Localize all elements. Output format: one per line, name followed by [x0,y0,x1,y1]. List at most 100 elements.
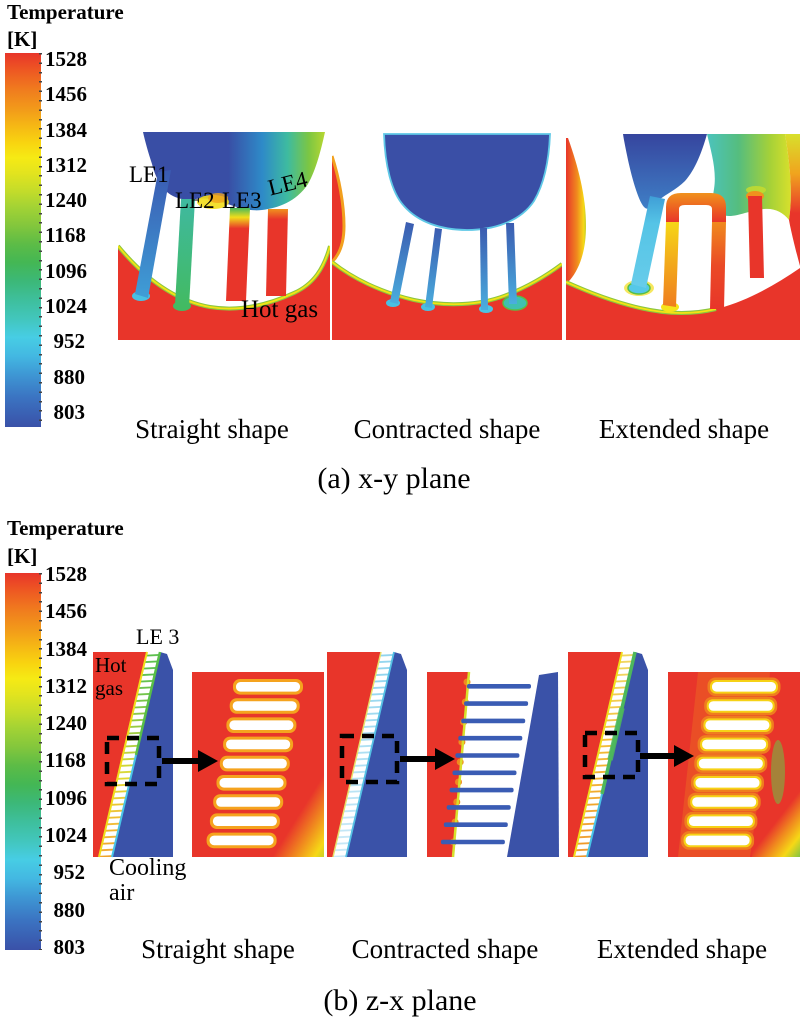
colorbar-title: Temperature [7,516,124,540]
caption-panel-a: (a) x-y plane [317,462,471,495]
colorbar-gradient [5,573,42,950]
contour-extended-xy [566,134,800,340]
caption-straight-a: Straight shape [135,414,289,444]
label-cooling-air: Cooling air [109,855,187,906]
tick-label: 1528 [45,562,87,586]
tick-label: 1168 [45,748,86,773]
detail-plot-straight [192,672,324,857]
band-hot-fringe [98,651,148,858]
roi-dashed-box [104,735,162,787]
band-hot-fringe [332,651,382,858]
tick-label: 803 [53,934,86,959]
detail-plot-extended [668,672,800,857]
caption-panel-b: (b) z-x plane [323,984,477,1017]
hot-gas-side [568,652,622,857]
hot-gas-side [327,652,381,857]
detail-cool-wedge [507,672,559,857]
gas-fringe-inner [332,261,562,306]
louver-slats [99,652,160,857]
tick-label: 880 [53,364,86,389]
gas-fringe-inner [566,281,717,314]
contour-extended-zx [568,651,800,858]
dome-region [143,132,325,211]
hot-arch [666,193,726,222]
colorbar-title: Temperature [7,0,124,24]
band-cold-fringe-cyan [111,754,137,858]
leg-4 [748,196,764,278]
hot-gas-side [93,652,147,857]
cooling-air-side [587,652,648,857]
small-plot-straight [93,651,173,858]
tick-label: 1168 [45,223,86,248]
zoom-arrow [400,748,455,770]
detail-slots [206,679,303,849]
leg-le2 [175,199,195,307]
small-plot-extended [568,651,648,858]
hot-gas-region [332,262,562,340]
leg-2 [663,222,679,307]
left-hot-sliver [332,156,344,262]
tick-label: 1456 [45,82,87,107]
detail-slots [681,677,781,850]
leg-2 [425,228,442,308]
mixing-flow-region [707,134,791,220]
tick-label: 1456 [45,599,87,624]
tick-label: 880 [53,897,86,922]
cool-core-region [623,134,707,209]
tick-label: 1312 [45,673,87,698]
tick-label: 1024 [45,294,87,319]
label-le3-b: LE 3 [136,624,180,649]
band-hot-fringe [573,651,623,858]
zoom-arrow [162,750,218,772]
left-hot-sliver [566,138,586,284]
tick-label: 952 [53,860,86,885]
label-le2: LE2 [175,188,215,213]
leg-3 [480,228,488,310]
label-hot-gas-b: Hot gas [95,653,127,700]
label-hot-gas-a: Hot gas [241,296,319,323]
leg-le1 [135,170,171,298]
hot-gas-region [118,246,330,340]
label-le1: LE1 [129,162,169,187]
caption-straight-b: Straight shape [141,934,295,964]
detail-louver-bars [440,684,531,845]
cooling-air-side [112,652,173,857]
leg-le4 [266,209,288,296]
leg-3 [710,222,726,309]
leg-le3 [226,208,250,301]
colorbar-ticks: 1528 1456 1384 1312 1240 1168 1096 1024 … [45,562,87,959]
hot-gas-region [566,268,800,340]
leg-4 [506,223,517,304]
colorbar-unit: [K] [7,544,38,568]
contour-straight-xy [118,132,330,340]
contour-straight-zx [93,651,324,858]
tick-label: 952 [53,329,86,354]
colorbar-b: Temperature [K] 1528 1456 1384 1312 1240… [5,516,124,966]
right-hot-band [785,134,800,266]
detail-plot-contracted [427,671,559,858]
roi-dashed-box [339,733,400,785]
louver-slats [574,652,635,857]
tick-label: 1240 [45,711,87,736]
contour-contracted-zx [327,651,559,858]
caption-extended-a: Extended shape [598,414,770,444]
detail-green-bulge [771,740,785,804]
colorbar-gradient [5,53,42,427]
tick-label: 803 [53,399,86,424]
louver-slats [333,652,394,857]
detail-hot-strip [427,672,469,857]
band-cold-fringe [345,651,395,858]
band-cold-fringe-cyan [586,793,603,858]
gas-fringe-inner [118,245,330,310]
colorbar-unit: [K] [7,27,38,51]
tick-label: 1384 [45,117,87,142]
caption-contracted-b: Contracted shape [351,934,539,964]
tick-label: 1096 [45,258,87,283]
colorbar-ticks: 1528 1456 1384 1312 1240 1168 1096 1024 … [45,47,87,424]
label-le3: LE3 [222,188,262,213]
tick-label: 1528 [45,47,87,71]
tick-label: 1312 [45,152,87,177]
leg-1 [631,196,665,288]
cooling-air-side [346,652,407,857]
